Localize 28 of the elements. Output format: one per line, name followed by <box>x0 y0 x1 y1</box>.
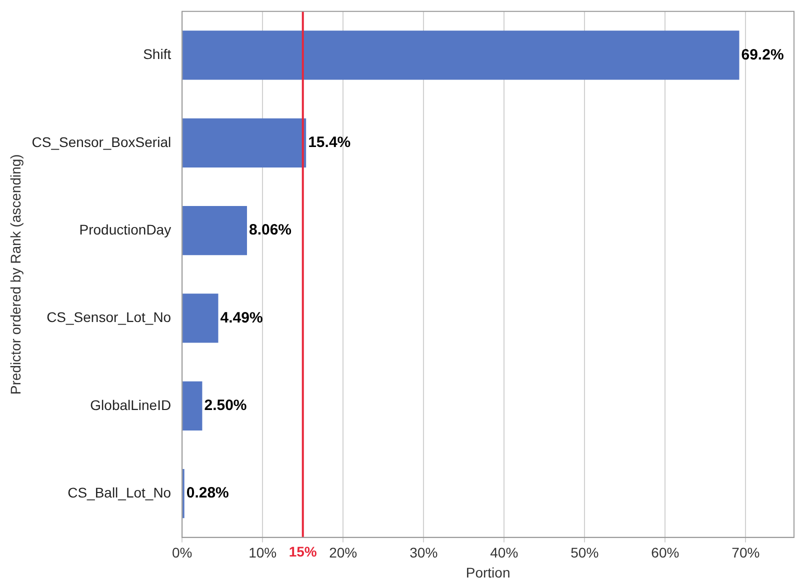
x-axis-title: Portion <box>466 564 510 580</box>
y-tick-label: CS_Sensor_BoxSerial <box>32 134 172 150</box>
y-axis-title: Predictor ordered by Rank (ascending) <box>7 154 24 395</box>
ref-line-label: 15% <box>288 543 318 560</box>
data-label: 4.49% <box>220 309 263 326</box>
x-tick-label: 20% <box>329 544 358 561</box>
y-tick-label: GlobalLineID <box>90 396 172 413</box>
x-tick-label: 70% <box>732 544 760 561</box>
data-label: 15.4% <box>308 134 351 152</box>
y-tick-label: CS_Sensor_Lot_No <box>46 309 172 326</box>
data-label: 2.50% <box>204 397 247 414</box>
bar <box>182 118 306 168</box>
data-label: 8.06% <box>248 222 292 239</box>
y-tick-label: CS_Ball_Lot_No <box>68 484 172 500</box>
data-label: 69.2% <box>741 46 784 64</box>
x-tick-label: 0% <box>172 544 192 561</box>
y-tick-label: ProductionDay <box>79 221 172 238</box>
x-tick-label: 60% <box>651 544 680 561</box>
bar <box>182 294 218 343</box>
bar <box>182 206 247 256</box>
bar <box>182 381 202 430</box>
x-tick-label: 40% <box>490 544 518 561</box>
x-tick-label: 10% <box>248 544 277 561</box>
x-tick-label: 50% <box>570 544 599 561</box>
data-label: 0.28% <box>186 484 229 502</box>
y-tick-label: Shift <box>143 46 172 62</box>
bar <box>182 30 740 80</box>
x-tick-label: 30% <box>410 544 438 561</box>
